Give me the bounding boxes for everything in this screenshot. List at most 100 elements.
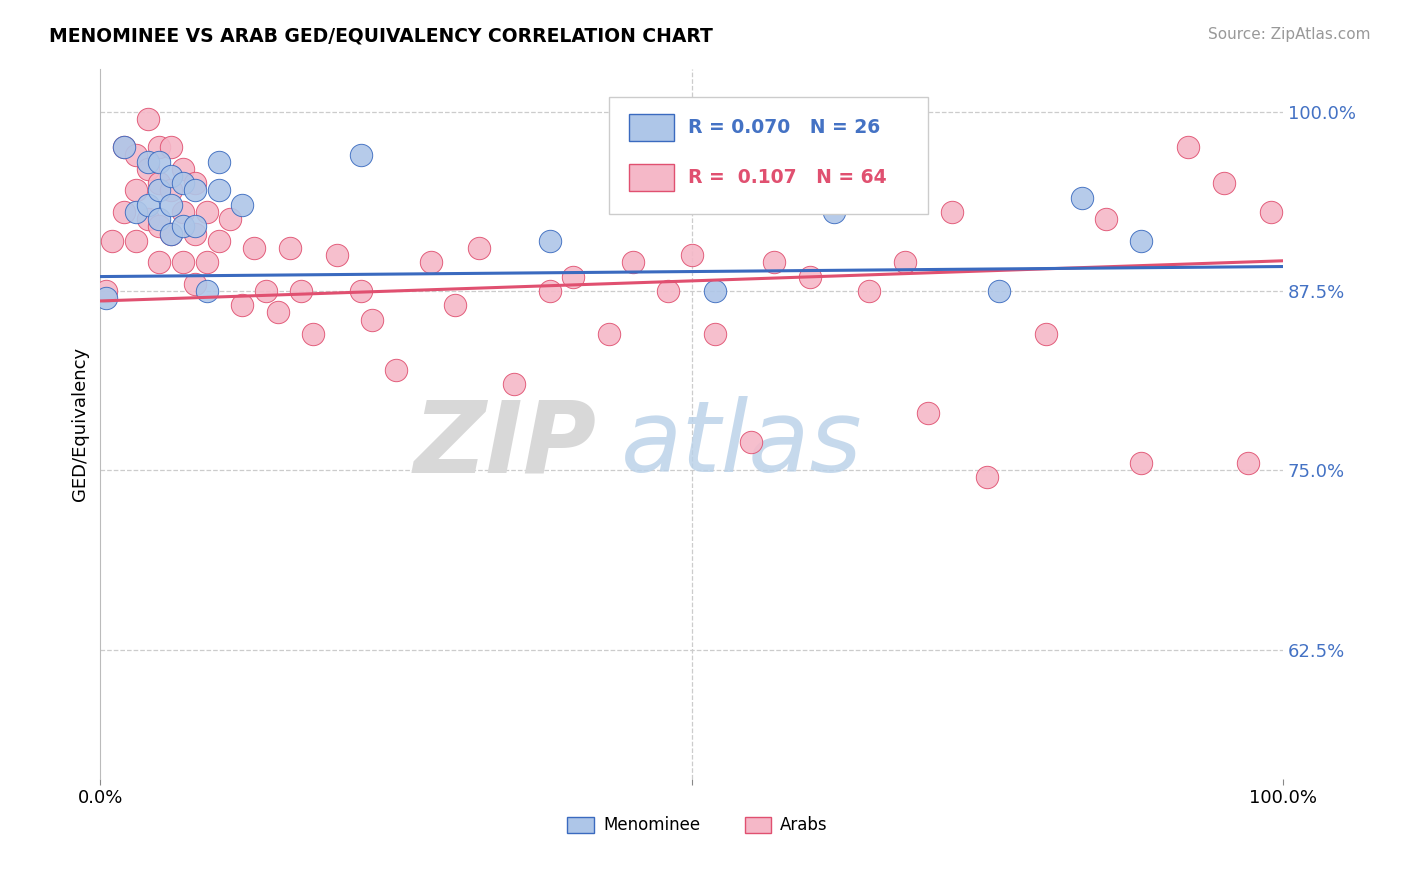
Point (160, 227, 183, 241)
Bar (745, 817, 770, 833)
Point (207, 154, 229, 169)
Point (621, 255, 644, 269)
Point (1130, 456, 1153, 470)
Point (976, 470, 998, 484)
Point (598, 326, 620, 341)
Point (290, 284, 312, 298)
Point (195, 205, 218, 219)
Point (112, 140, 135, 154)
Point (917, 406, 939, 420)
Point (101, 234, 124, 248)
Point (172, 219, 194, 234)
Point (125, 147, 148, 161)
Point (1177, 140, 1199, 154)
Text: atlas: atlas (620, 396, 862, 493)
Point (1260, 205, 1282, 219)
Point (444, 298, 467, 312)
Text: Menominee: Menominee (603, 816, 700, 834)
Point (893, 255, 915, 269)
Point (136, 212, 159, 227)
Point (420, 255, 443, 269)
Point (172, 176, 194, 190)
Point (184, 277, 207, 291)
Point (172, 205, 194, 219)
Point (136, 112, 159, 126)
Point (160, 198, 183, 212)
Point (799, 269, 821, 284)
Point (96, 284, 118, 298)
Point (349, 284, 371, 298)
Point (1130, 234, 1153, 248)
Point (1035, 326, 1057, 341)
Point (125, 234, 148, 248)
Point (184, 227, 207, 241)
Bar (568, 817, 593, 833)
Point (148, 212, 170, 227)
Point (231, 298, 253, 312)
Point (148, 140, 170, 154)
Point (148, 184, 170, 198)
Point (195, 255, 218, 269)
Point (136, 161, 159, 176)
Point (148, 255, 170, 269)
Point (704, 284, 727, 298)
Y-axis label: GED/Equivalency: GED/Equivalency (72, 347, 89, 500)
Point (112, 140, 135, 154)
Point (243, 241, 266, 255)
Point (184, 184, 207, 198)
Point (278, 241, 301, 255)
FancyBboxPatch shape (609, 97, 928, 214)
Point (267, 305, 290, 319)
Point (184, 176, 207, 190)
Point (160, 169, 183, 183)
Bar (628, 164, 673, 191)
Point (1212, 176, 1234, 190)
Text: ZIP: ZIP (413, 396, 598, 493)
Point (207, 234, 229, 248)
Text: Arabs: Arabs (780, 816, 828, 834)
Point (538, 284, 561, 298)
Point (219, 212, 242, 227)
Text: Source: ZipAtlas.com: Source: ZipAtlas.com (1208, 27, 1371, 42)
Point (125, 205, 148, 219)
Point (96, 291, 118, 305)
Point (858, 284, 880, 298)
Point (361, 312, 384, 326)
Point (1071, 191, 1094, 205)
Point (326, 248, 349, 262)
Point (704, 326, 727, 341)
Point (468, 241, 491, 255)
Point (136, 154, 159, 169)
Point (1236, 456, 1258, 470)
Point (160, 227, 183, 241)
Point (160, 184, 183, 198)
Point (254, 284, 277, 298)
Point (988, 284, 1011, 298)
Point (160, 140, 183, 154)
Point (349, 147, 371, 161)
Point (562, 269, 585, 284)
Bar (628, 114, 673, 141)
Text: R = 0.070   N = 26: R = 0.070 N = 26 (688, 118, 880, 137)
Point (136, 198, 159, 212)
Point (302, 326, 325, 341)
Point (148, 154, 170, 169)
Point (538, 234, 561, 248)
Point (112, 205, 135, 219)
Point (823, 205, 845, 219)
Point (125, 184, 148, 198)
Point (148, 176, 170, 190)
Point (172, 161, 194, 176)
Point (657, 284, 679, 298)
Point (207, 184, 229, 198)
Point (148, 219, 170, 234)
Point (740, 434, 762, 449)
Point (763, 255, 786, 269)
Point (231, 198, 253, 212)
Point (184, 219, 207, 234)
Point (681, 248, 703, 262)
Point (385, 363, 408, 377)
Point (195, 284, 218, 298)
Point (941, 205, 963, 219)
Text: MENOMINEE VS ARAB GED/EQUIVALENCY CORRELATION CHART: MENOMINEE VS ARAB GED/EQUIVALENCY CORREL… (49, 27, 713, 45)
